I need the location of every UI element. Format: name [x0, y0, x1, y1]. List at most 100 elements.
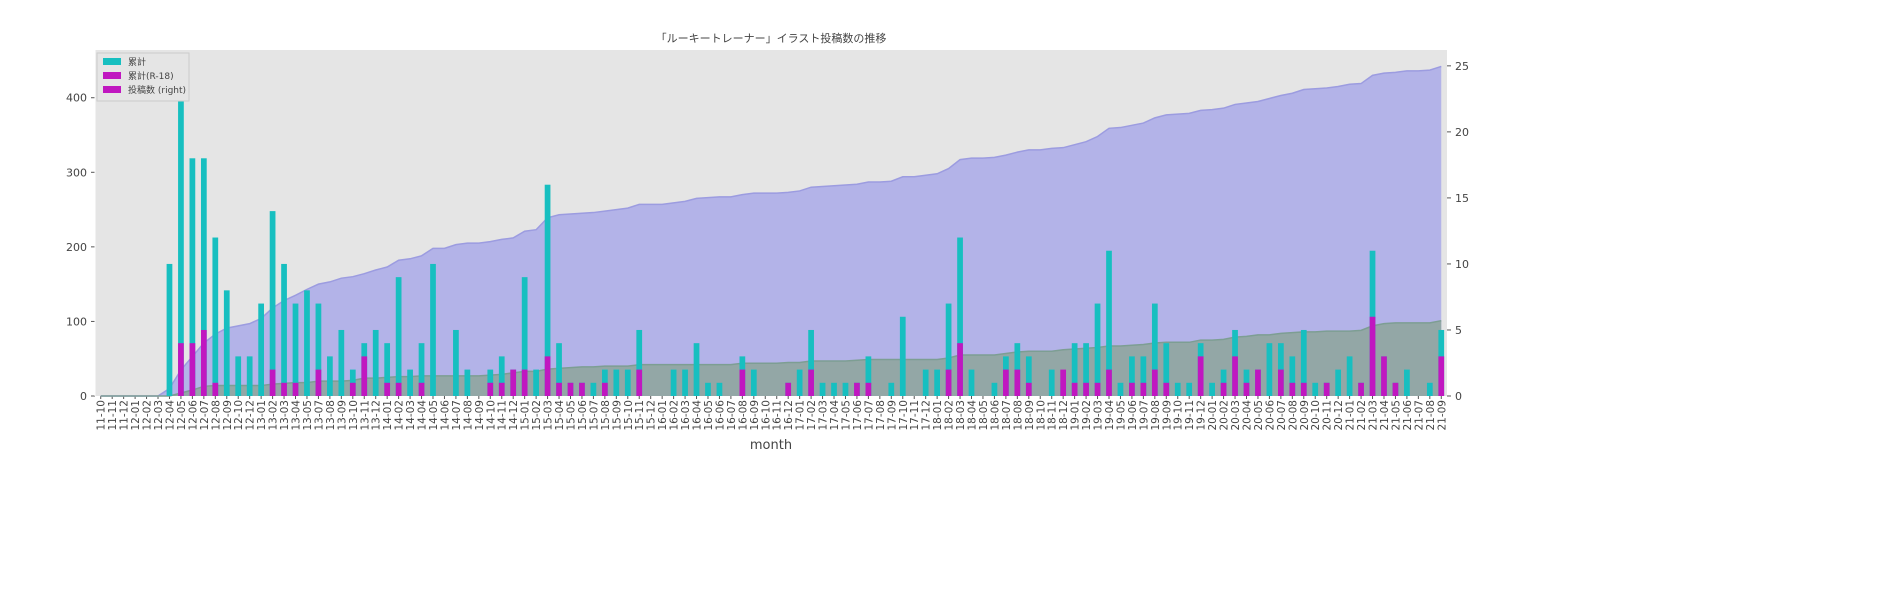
bar: [361, 356, 368, 396]
bar: [453, 329, 459, 396]
bar: [842, 382, 849, 396]
x-tick-label: 19-11: [1184, 400, 1196, 431]
x-tick-label: 20-07: [1276, 400, 1288, 431]
x-tick-label: 12-03: [153, 400, 165, 431]
bar: [1094, 382, 1101, 396]
bar: [865, 382, 872, 396]
bar: [567, 382, 574, 396]
x-tick-label: 11-11: [107, 400, 119, 431]
legend-label: 累計: [128, 56, 146, 68]
bar: [1071, 382, 1078, 396]
bar: [349, 382, 356, 396]
bar: [223, 290, 230, 396]
y2-tick-label: 20: [1455, 126, 1469, 139]
y-tick-label: 100: [66, 315, 87, 328]
x-tick-label: 21-04: [1379, 400, 1391, 431]
bar: [1025, 356, 1032, 396]
x-tick-label: 16-01: [657, 400, 669, 431]
x-tick-label: 21-03: [1368, 400, 1380, 431]
x-tick-label: 20-05: [1253, 400, 1265, 431]
bar: [269, 369, 276, 396]
bar: [498, 356, 505, 396]
bar: [544, 184, 551, 396]
bar: [991, 382, 998, 396]
bar: [1289, 356, 1296, 396]
x-tick-label: 21-01: [1345, 400, 1357, 431]
bar: [1003, 369, 1009, 396]
y2-tick-label: 5: [1455, 324, 1462, 337]
x-tick-label: 13-05: [302, 400, 314, 431]
bar: [1071, 343, 1078, 396]
x-tick-label: 16-04: [692, 400, 704, 431]
x-tick-label: 19-03: [1093, 400, 1105, 431]
x-tick-label: 16-10: [760, 400, 772, 431]
y2-tick-label: 25: [1455, 60, 1469, 73]
x-tick-label: 12-02: [142, 400, 154, 431]
bar: [693, 343, 700, 396]
bar: [1278, 369, 1284, 396]
x-tick-label: 16-08: [737, 400, 749, 431]
x-tick-label: 18-07: [1001, 400, 1013, 431]
bar: [865, 356, 872, 396]
x-tick-label: 12-04: [164, 400, 176, 431]
x-tick-label: 18-04: [967, 400, 979, 431]
x-tick-label: 18-05: [978, 400, 990, 431]
bar: [395, 277, 402, 396]
x-tick-label: 17-11: [909, 400, 921, 431]
bar: [785, 382, 792, 396]
legend-label: 累計(R-18): [128, 70, 174, 82]
bar: [544, 356, 551, 396]
bar: [888, 382, 895, 396]
legend-swatch: [103, 72, 121, 79]
bar: [968, 369, 975, 396]
bar: [212, 382, 219, 396]
bar: [1335, 369, 1342, 396]
x-tick-label: 17-07: [863, 400, 875, 431]
x-tick-label: 15-06: [577, 400, 589, 431]
bar: [281, 263, 287, 396]
y2-tick-label: 0: [1455, 390, 1462, 403]
bar: [418, 382, 425, 396]
bar: [418, 343, 425, 396]
bar: [854, 382, 860, 396]
x-tick-label: 14-02: [394, 400, 406, 431]
legend-label: 投稿数 (right): [128, 84, 186, 96]
y-tick-label: 300: [66, 166, 87, 179]
bar: [1220, 382, 1227, 396]
bar: [269, 211, 276, 396]
bar: [899, 316, 906, 396]
x-tick-label: 18-08: [1012, 400, 1024, 431]
x-tick-label: 13-02: [268, 400, 280, 431]
bar: [624, 369, 631, 396]
x-tick-label: 11-12: [119, 400, 131, 431]
x-tick-label: 11-10: [96, 400, 108, 431]
bar: [430, 263, 436, 396]
x-tick-label: 18-06: [989, 400, 1001, 431]
bar: [372, 329, 379, 396]
bar: [1094, 303, 1101, 396]
area-line: [100, 319, 1442, 397]
x-tick-label: 21-08: [1425, 400, 1437, 431]
x-tick-label: 17-10: [898, 400, 910, 431]
x-axis-label: month: [750, 438, 792, 453]
bar: [1174, 382, 1181, 396]
bar: [1186, 382, 1193, 396]
x-tick-label: 12-05: [176, 400, 188, 431]
x-tick-label: 14-07: [451, 400, 463, 431]
area-line: [100, 65, 1442, 397]
bar: [1346, 356, 1353, 396]
x-tick-label: 16-03: [680, 400, 692, 431]
x-tick-label: 18-02: [944, 400, 956, 431]
bar: [1243, 382, 1250, 396]
x-tick-label: 18-03: [955, 400, 967, 431]
bar: [1140, 356, 1147, 396]
bar: [808, 369, 814, 396]
bar: [1358, 382, 1364, 396]
x-tick-label: 15-11: [634, 400, 646, 431]
bar: [1197, 356, 1204, 396]
bar: [498, 382, 505, 396]
x-tick-label: 12-08: [210, 400, 222, 431]
bar: [590, 382, 597, 396]
